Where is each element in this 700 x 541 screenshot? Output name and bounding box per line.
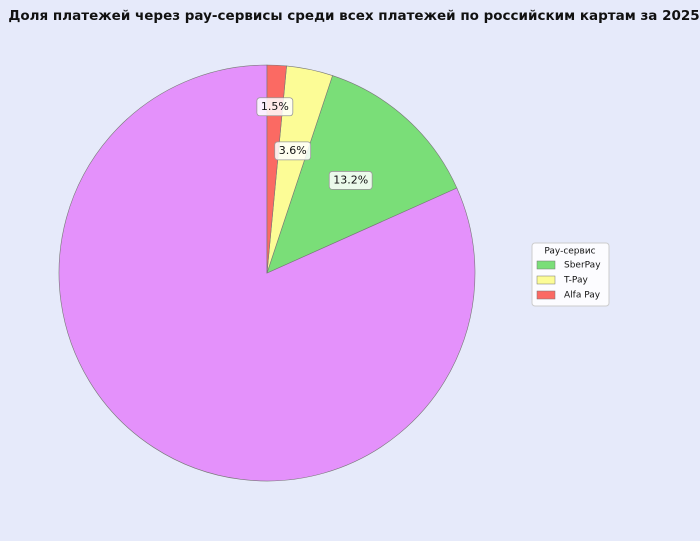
legend-label: T-Pay — [563, 276, 588, 286]
chart-title: Доля платежей через pay-сервисы среди вс… — [8, 8, 700, 24]
data-label: 1.5% — [256, 97, 294, 117]
data-label-text: 13.2% — [333, 173, 368, 186]
legend-box — [531, 242, 610, 307]
data-label-text: 3.6% — [279, 144, 307, 157]
legend-swatch — [536, 290, 556, 300]
legend-label: SberPay — [564, 261, 601, 271]
legend-swatch — [536, 260, 556, 270]
data-label-box — [256, 97, 294, 117]
data-label: 3.6% — [274, 141, 312, 161]
pie-slice — [266, 64, 287, 274]
legend-swatch — [536, 275, 556, 285]
data-label: 13.2% — [328, 171, 373, 190]
legend-label: Alfa Pay — [564, 291, 601, 301]
legend-title: Pay-сервис — [544, 247, 595, 257]
data-label-box — [328, 171, 373, 190]
data-label-box — [274, 141, 312, 161]
data-label-text: 1.5% — [261, 100, 289, 113]
